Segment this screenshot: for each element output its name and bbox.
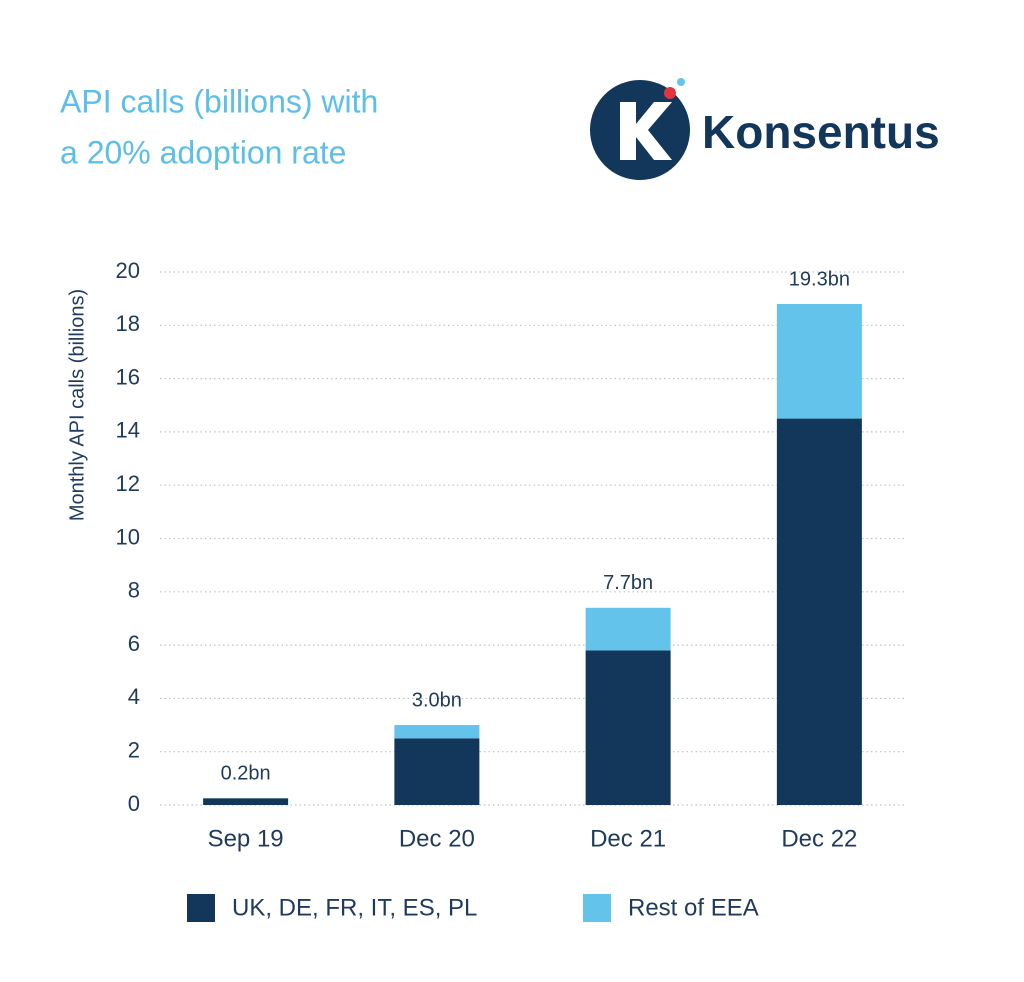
legend-swatch [187,894,215,922]
chart-title: a 20% adoption rate [60,134,346,170]
bar-segment [203,798,289,805]
y-tick-label: 10 [116,524,140,549]
y-tick-label: 14 [116,418,140,443]
bar-segment [585,650,671,805]
bar-segment [776,418,862,805]
y-axis-label: Monthly API calls (billions) [66,289,88,521]
y-tick-label: 8 [128,578,140,603]
total-label: 0.2bn [221,763,271,785]
y-tick-label: 0 [128,791,140,816]
logo-dot [664,87,676,99]
bar-segment [585,607,671,651]
logo-dot [677,78,685,86]
total-label: 7.7bn [603,572,653,594]
x-tick-label: Dec 21 [590,825,666,852]
y-tick-label: 2 [128,738,140,763]
bar-segment [394,725,480,739]
y-tick-label: 20 [116,258,140,283]
y-tick-label: 4 [128,684,140,709]
logo: Konsentus [590,78,940,180]
y-tick-label: 16 [116,364,140,389]
y-tick-label: 12 [116,471,140,496]
legend-label: UK, DE, FR, IT, ES, PL [232,894,477,921]
x-tick-label: Dec 22 [781,825,857,852]
bar-segment [394,738,480,805]
total-label: 19.3bn [789,268,850,290]
total-label: 3.0bn [412,689,462,711]
legend-swatch [583,894,611,922]
x-tick-label: Sep 19 [208,825,284,852]
bar-segment [776,303,862,419]
legend-label: Rest of EEA [628,894,759,921]
y-tick-label: 18 [116,311,140,336]
chart-title: API calls (billions) with [60,83,378,119]
logo-text: Konsentus [702,106,940,158]
logo-k [620,102,672,160]
y-tick-label: 6 [128,631,140,656]
x-tick-label: Dec 20 [399,825,475,852]
